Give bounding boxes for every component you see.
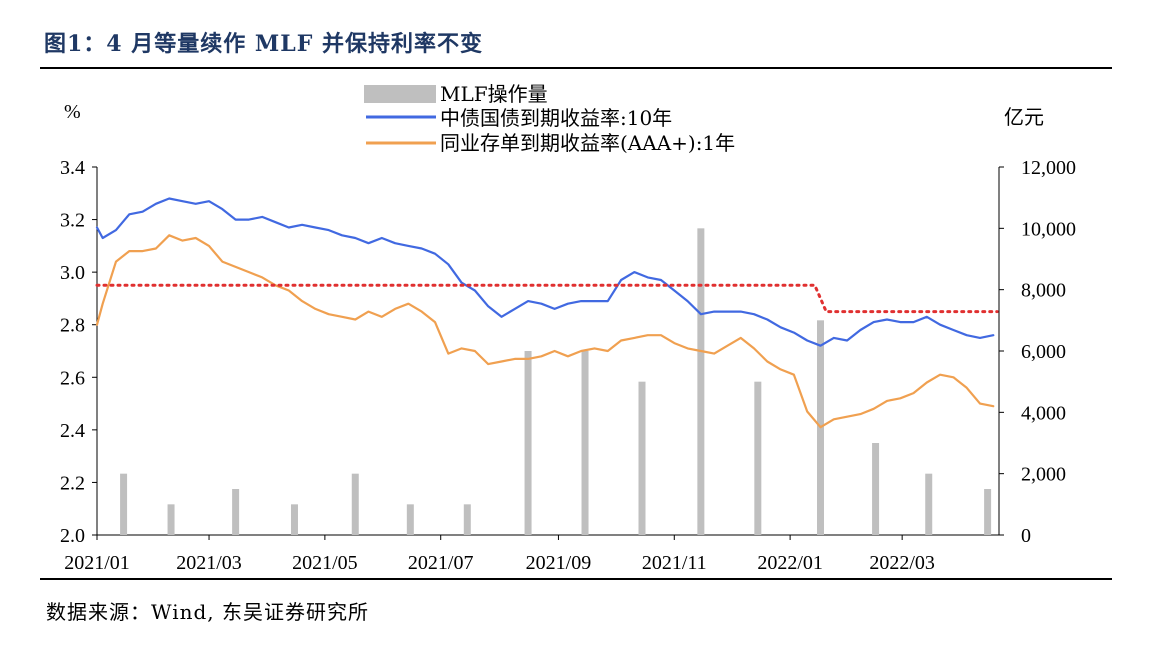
right-tick-label: 4,000 [1021,402,1066,424]
legend: MLF操作量 中债国债到期收益率:10年 同业存单到期收益率(AAA+):1年 [364,82,735,155]
left-tick-label: 3.4 [60,157,85,179]
left-tick-label: 2.0 [60,525,85,547]
mlf-bar [406,504,414,535]
legend-label-mlf: MLF操作量 [440,82,548,106]
left-tick-label: 2.4 [60,420,85,442]
mlf-bar [754,381,762,535]
mlf-bar [638,381,646,535]
mlf-bar [872,443,880,535]
source-note: 数据来源：Wind, 东吴证券研究所 [46,600,369,624]
axes-layer [92,166,1004,540]
x-tick-label: 2021/09 [526,552,592,574]
right-tick-label: 12,000 [1021,157,1076,179]
mlf-bar [581,351,589,535]
right-tick-label: 10,000 [1021,218,1076,240]
legend-swatch-mlf [364,85,436,103]
right-tick-label: 8,000 [1021,280,1066,302]
x-tick-label: 2021/03 [176,552,242,574]
cgb10y-line [95,197,995,347]
left-axis-unit: % [64,101,81,123]
mlf-bar [984,489,992,535]
legend-label-ncd1y: 同业存单到期收益率(AAA+):1年 [440,131,735,155]
top-rule [40,67,1112,69]
chart-title: 图1：4 月等量续作 MLF 并保持利率不变 [44,31,484,57]
mlf-bar [697,228,705,536]
x-tick-label: 2021/05 [292,552,358,574]
bars-layer [120,228,992,536]
left-tick-label: 3.0 [60,262,85,284]
mlf-bar [351,473,359,535]
mlf-bar [290,504,298,535]
right-tick-label: 0 [1021,525,1031,547]
ticks-layer: 2.0 2.2 2.4 2.6 2.8 3.0 3.2 3.4 0 2,000 4,000 6,000… [60,157,1076,574]
mlf-bar [120,473,128,535]
mlf-rate-line [95,283,999,314]
x-tick-label: 2021/01 [64,552,130,574]
right-tick-label: 2,000 [1021,464,1066,486]
mlf-bar [232,489,240,535]
legend-label-cgb10y: 中债国债到期收益率:10年 [440,106,672,130]
mlf-bar [463,504,471,535]
lines-layer [95,197,999,429]
mlf-bar [524,351,532,535]
left-tick-label: 2.8 [60,315,85,337]
x-tick-label: 2021/07 [408,552,474,574]
left-tick-label: 3.2 [60,210,85,232]
right-tick-label: 6,000 [1021,341,1066,363]
left-tick-label: 2.6 [60,367,85,389]
x-tick-label: 2022/01 [757,552,823,574]
left-tick-label: 2.2 [60,472,85,494]
ncd1y-line [95,234,995,429]
bottom-rule [40,578,1112,580]
x-tick-label: 2022/03 [869,552,935,574]
right-axis-unit: 亿元 [1004,106,1044,129]
mlf-bar [925,473,933,535]
x-tick-label: 2021/11 [642,552,707,574]
mlf-bar [167,504,175,535]
